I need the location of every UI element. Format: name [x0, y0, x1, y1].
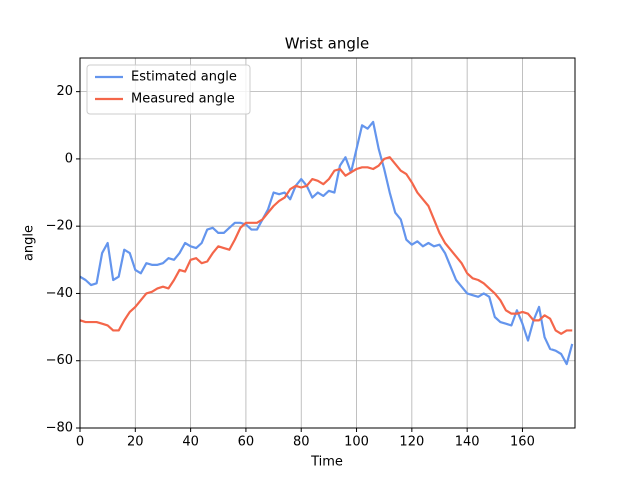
x-tick-label: 160 [510, 435, 535, 450]
legend-box [86, 64, 251, 115]
x-tick-label: 100 [344, 435, 369, 450]
x-tick-label: 80 [293, 435, 310, 450]
y-tick-label: −40 [46, 286, 73, 301]
x-tick-label: 120 [399, 435, 424, 450]
x-tick-label: 0 [76, 435, 84, 450]
x-tick-label: 60 [238, 435, 255, 450]
x-axis-label: Time [310, 455, 343, 470]
y-axis-label: angle [22, 225, 37, 261]
y-tick-label: −80 [46, 421, 73, 436]
x-tick-label: 40 [182, 435, 199, 450]
y-tick-label: 20 [56, 84, 73, 99]
chart-title: Wrist angle [285, 35, 370, 53]
x-tick-label: 140 [455, 435, 480, 450]
data-line [79, 120, 574, 366]
legend-label: Measured angle [131, 92, 235, 107]
data-line [79, 156, 573, 335]
y-tick-label: 0 [65, 151, 73, 166]
legend-label: Estimated angle [131, 70, 237, 85]
plot-frame [79, 57, 576, 429]
x-tick-label: 20 [127, 435, 144, 450]
y-tick-label: −60 [46, 353, 73, 368]
y-tick-label: −20 [46, 219, 73, 234]
